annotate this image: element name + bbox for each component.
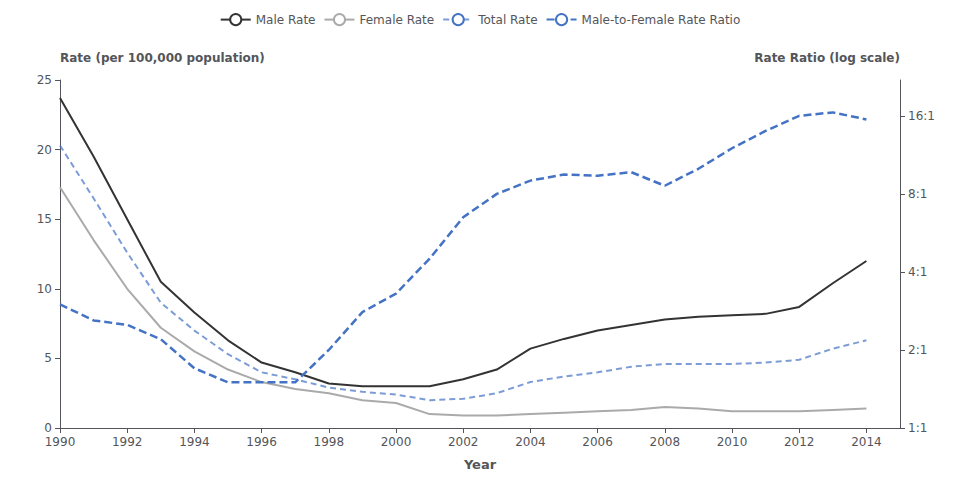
svg-text:2000: 2000 xyxy=(381,435,412,449)
svg-text:Rate Ratio (log scale): Rate Ratio (log scale) xyxy=(754,51,900,65)
svg-text:1998: 1998 xyxy=(314,435,345,449)
svg-text:16:1: 16:1 xyxy=(908,109,935,123)
svg-text:0: 0 xyxy=(44,421,52,435)
svg-text:2008: 2008 xyxy=(650,435,681,449)
svg-text:20: 20 xyxy=(37,143,52,157)
svg-text:10: 10 xyxy=(37,282,52,296)
svg-text:4:1: 4:1 xyxy=(908,265,927,279)
svg-text:2:1: 2:1 xyxy=(908,343,927,357)
svg-text:Female Rate: Female Rate xyxy=(359,13,434,27)
svg-text:Year: Year xyxy=(463,457,497,472)
svg-text:Rate (per 100,000 population): Rate (per 100,000 population) xyxy=(60,51,265,65)
svg-text:2002: 2002 xyxy=(448,435,479,449)
svg-text:25: 25 xyxy=(37,73,52,87)
svg-text:5: 5 xyxy=(44,351,52,365)
svg-text:Male Rate: Male Rate xyxy=(256,13,316,27)
svg-text:1:1: 1:1 xyxy=(908,421,927,435)
svg-text:2006: 2006 xyxy=(582,435,613,449)
svg-text:15: 15 xyxy=(37,212,52,226)
svg-text:Total Rate: Total Rate xyxy=(477,13,537,27)
svg-text:2014: 2014 xyxy=(851,435,882,449)
svg-text:1992: 1992 xyxy=(112,435,143,449)
svg-text:1990: 1990 xyxy=(45,435,76,449)
svg-text:1996: 1996 xyxy=(246,435,277,449)
svg-text:Male-to-Female Rate Ratio: Male-to-Female Rate Ratio xyxy=(582,13,741,27)
svg-text:2012: 2012 xyxy=(784,435,815,449)
svg-text:2010: 2010 xyxy=(717,435,748,449)
svg-text:2004: 2004 xyxy=(515,435,546,449)
svg-text:1994: 1994 xyxy=(179,435,210,449)
svg-text:8:1: 8:1 xyxy=(908,187,927,201)
